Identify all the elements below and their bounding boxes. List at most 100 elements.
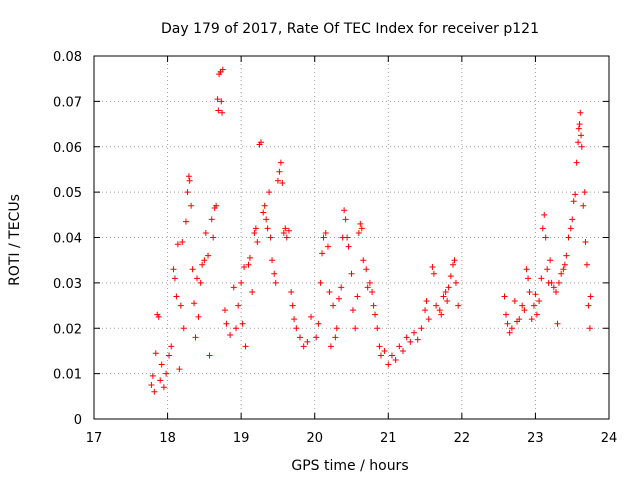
- x-tick-label: 21: [380, 431, 397, 446]
- data-point: [266, 189, 273, 196]
- data-point: [528, 316, 535, 323]
- data-point: [282, 225, 289, 232]
- data-point: [155, 313, 162, 320]
- data-point: [245, 261, 252, 268]
- data-point: [418, 325, 425, 332]
- data-point: [440, 293, 447, 300]
- data-point: [333, 325, 340, 332]
- data-point: [242, 343, 249, 350]
- data-point: [354, 293, 361, 300]
- data-point: [188, 202, 195, 209]
- data-point: [565, 234, 572, 241]
- data-point: [297, 334, 303, 341]
- data-point: [326, 288, 333, 295]
- data-point: [149, 372, 156, 379]
- data-point: [182, 218, 189, 225]
- data-point: [521, 307, 528, 314]
- data-point: [542, 234, 549, 241]
- data-point: [235, 302, 242, 309]
- data-point: [189, 266, 196, 273]
- x-axis-tick-labels: 17 18 19 20 21 22 23 24: [86, 431, 618, 446]
- data-point: [180, 325, 187, 332]
- data-point: [238, 279, 245, 286]
- data-point: [403, 334, 410, 341]
- data-point: [538, 275, 545, 282]
- data-point: [348, 270, 355, 277]
- data-point: [578, 132, 585, 139]
- data-point: [532, 291, 539, 298]
- data-point: [158, 361, 165, 368]
- y-tick-label: 0: [74, 413, 82, 428]
- data-point: [372, 311, 379, 318]
- data-point: [536, 298, 543, 305]
- data-point: [438, 311, 445, 318]
- data-point: [202, 229, 209, 236]
- data-point: [447, 273, 454, 280]
- data-point: [219, 109, 226, 116]
- data-point: [550, 284, 557, 291]
- data-point: [580, 202, 587, 209]
- data-point: [506, 329, 513, 336]
- data-point: [355, 229, 362, 236]
- data-point: [352, 325, 359, 332]
- data-point: [548, 279, 555, 286]
- data-point: [221, 307, 228, 314]
- data-point: [451, 257, 458, 264]
- data-point: [213, 202, 220, 209]
- data-point: [177, 302, 184, 309]
- data-point: [232, 325, 239, 332]
- data-point: [261, 202, 268, 209]
- data-point: [423, 298, 430, 305]
- data-point: [377, 352, 384, 359]
- data-point: [569, 216, 576, 223]
- y-axis-label: ROTI / TECUs: [7, 194, 23, 286]
- y-tick-label: 0.03: [53, 277, 82, 292]
- y-tick-label: 0.01: [53, 368, 82, 383]
- data-point: [272, 279, 279, 286]
- data-point: [567, 225, 574, 232]
- data-point: [585, 302, 592, 309]
- data-point: [171, 275, 178, 282]
- data-point: [230, 284, 237, 291]
- data-point: [344, 234, 351, 241]
- data-point: [374, 325, 381, 332]
- data-point: [555, 279, 562, 286]
- data-point: [160, 384, 167, 391]
- data-point: [586, 325, 593, 332]
- data-point: [166, 352, 173, 359]
- data-point: [587, 293, 594, 300]
- data-point: [317, 279, 324, 286]
- data-point: [553, 288, 560, 295]
- data-point: [199, 261, 206, 268]
- y-tick-label: 0.06: [53, 141, 82, 156]
- data-point: [539, 225, 546, 232]
- data-point: [239, 320, 246, 327]
- data-point: [260, 209, 267, 216]
- data-point: [218, 98, 225, 105]
- data-point: [519, 302, 526, 309]
- data-point: [283, 234, 290, 241]
- data-point: [276, 168, 283, 175]
- data-point: [433, 302, 440, 309]
- data-point: [201, 257, 208, 264]
- data-point: [392, 357, 399, 364]
- data-point: [501, 293, 508, 300]
- data-point: [246, 254, 253, 261]
- data-point: [185, 173, 192, 180]
- data-point: [335, 295, 342, 302]
- data-point: [414, 336, 421, 343]
- data-point: [363, 266, 370, 273]
- data-point: [385, 361, 392, 368]
- data-point: [288, 288, 295, 295]
- data-point: [436, 307, 443, 314]
- data-point: [503, 311, 509, 318]
- data-point: [563, 252, 570, 259]
- x-tick-label: 17: [86, 431, 103, 446]
- axis-ticks: [93, 55, 610, 420]
- data-point: [582, 239, 589, 246]
- data-point: [208, 216, 215, 223]
- data-point: [252, 225, 259, 232]
- data-point: [558, 270, 565, 277]
- grid-lines: [94, 56, 609, 419]
- data-point: [319, 250, 326, 257]
